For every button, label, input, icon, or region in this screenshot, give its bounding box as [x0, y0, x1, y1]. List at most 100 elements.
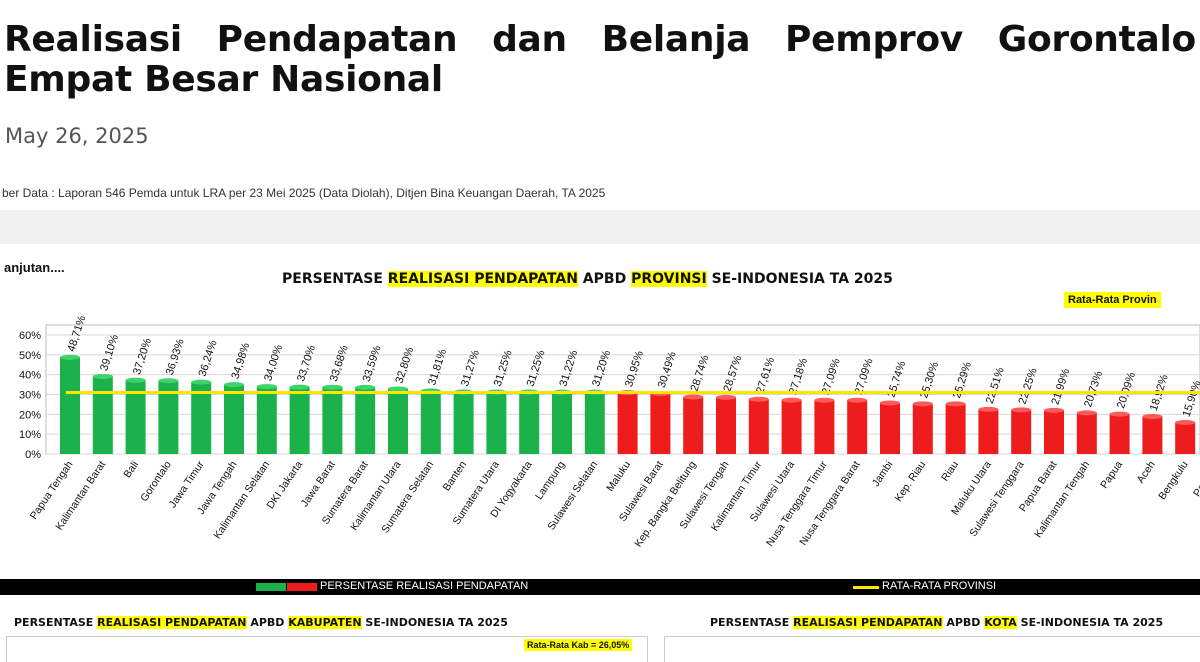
data-label: 31,81% [426, 347, 449, 386]
bar [1142, 416, 1163, 454]
bar-top [224, 382, 244, 388]
data-label: 22,51% [984, 366, 1007, 405]
bar [880, 402, 900, 454]
bar [420, 390, 441, 454]
sub-title-highlight: KABUPATEN [288, 616, 362, 629]
bar [355, 387, 376, 454]
kabupaten-title: PERSENTASE REALISASI PENDAPATAN APBD KAB… [14, 616, 508, 629]
article-date: May 26, 2025 [5, 124, 149, 148]
bar-top [1109, 411, 1130, 417]
y-tick-label: 60% [19, 330, 41, 342]
bar [1175, 422, 1196, 454]
chart-title-part: SE-INDONESIA TA 2025 [706, 271, 893, 287]
bar-top [1044, 407, 1064, 413]
bar [224, 384, 244, 454]
kota-chart-frame [664, 636, 1200, 662]
bar [847, 400, 868, 454]
bar-top [683, 394, 704, 400]
bar [289, 387, 310, 454]
infographic-image: ber Data : Laporan 546 Pemda untuk LRA p… [0, 180, 1200, 662]
bar-top [1142, 413, 1163, 419]
y-tick-label: 30% [19, 390, 41, 402]
bar-top [158, 378, 179, 384]
x-tick-label: Gorontalo [138, 459, 174, 504]
bar-top [92, 373, 113, 379]
bar [1109, 414, 1130, 454]
y-tick-label: 20% [19, 409, 41, 421]
bar-top [289, 384, 310, 390]
bar-top [1175, 419, 1196, 425]
kota-title: PERSENTASE REALISASI PENDAPATAN APBD KOT… [710, 616, 1163, 629]
bar-top [716, 394, 736, 400]
x-tick-label: Aceh [1135, 459, 1158, 486]
bar [781, 400, 802, 454]
bar [683, 396, 704, 454]
data-label: 28,57% [721, 354, 744, 393]
data-label: 36,93% [164, 337, 187, 376]
bar-top [912, 401, 933, 407]
bar [617, 392, 638, 454]
bar [945, 403, 966, 454]
bar [486, 392, 507, 454]
chart-title-highlight: REALISASI PENDAPATAN [387, 271, 578, 287]
bar [748, 399, 769, 454]
bar-top [355, 384, 376, 390]
bar-top [781, 397, 802, 403]
lanjutan-label: anjutan.... [4, 260, 65, 275]
x-tick-label: Kep. Bangka Belitung [632, 459, 699, 550]
bar [191, 382, 212, 454]
data-label: 15,90% [1181, 379, 1200, 418]
chart-title-part: PERSENTASE [282, 271, 388, 287]
x-tick-label: Bali [121, 459, 141, 480]
bar [519, 392, 540, 454]
data-label: 36,24% [197, 339, 220, 378]
bar-top [748, 396, 769, 402]
bar-top [256, 384, 277, 390]
data-label: 33,68% [328, 344, 351, 383]
legend-red-swatch [287, 583, 317, 591]
bar [814, 400, 835, 454]
sub-title-part: APBD [942, 616, 985, 629]
bar [1076, 412, 1097, 454]
y-tick-label: 40% [19, 370, 41, 382]
bar-top [847, 397, 868, 403]
chart-title-part: APBD [577, 271, 632, 287]
y-tick-label: 0% [25, 449, 41, 461]
x-tick-label: Maluku [604, 459, 633, 494]
bar [125, 380, 146, 454]
source-note: ber Data : Laporan 546 Pemda untuk LRA p… [2, 186, 606, 200]
bar-top [880, 400, 900, 406]
sub-title-highlight: KOTA [984, 616, 1017, 629]
kabupaten-chart-frame [6, 636, 648, 662]
data-label: 34,00% [262, 343, 285, 382]
sub-title-part: SE-INDONESIA TA 2025 [361, 616, 508, 629]
y-tick-label: 10% [19, 429, 41, 441]
data-label: 37,20% [131, 337, 154, 376]
bar [978, 409, 999, 454]
bar [1044, 410, 1064, 454]
sub-title-highlight: REALISASI PENDAPATAN [793, 616, 943, 629]
x-tick-label: Papua [1098, 459, 1125, 491]
bar [60, 357, 80, 454]
bar [912, 403, 933, 454]
header-band [0, 210, 1200, 244]
data-label: 27,18% [787, 357, 810, 396]
bar [1011, 409, 1032, 454]
data-label: 33,59% [361, 344, 384, 383]
rata-rata-provinsi-badge: Rata-Rata Provin [1064, 292, 1161, 308]
data-label: 20,73% [1082, 369, 1105, 408]
sub-title-part: PERSENTASE [710, 616, 794, 629]
legend-green-swatch [256, 583, 286, 591]
bar-top [945, 401, 966, 407]
bar-top [322, 384, 343, 390]
bar [388, 388, 408, 454]
sub-title-highlight: REALISASI PENDAPATAN [97, 616, 247, 629]
data-label: 21,99% [1049, 367, 1072, 406]
bar [650, 393, 671, 454]
bar-chart: 0%10%20%30%40%50%60% 48,71%Papua Tengah39… [19, 314, 1200, 550]
legend-line-swatch [853, 586, 879, 589]
x-tick-label: Nusa Tenggara Timur [764, 459, 830, 549]
sub-title-part: APBD [246, 616, 289, 629]
x-tick-label: Papua S [1191, 459, 1200, 499]
x-tick-label: Bengkulu [1156, 459, 1191, 502]
